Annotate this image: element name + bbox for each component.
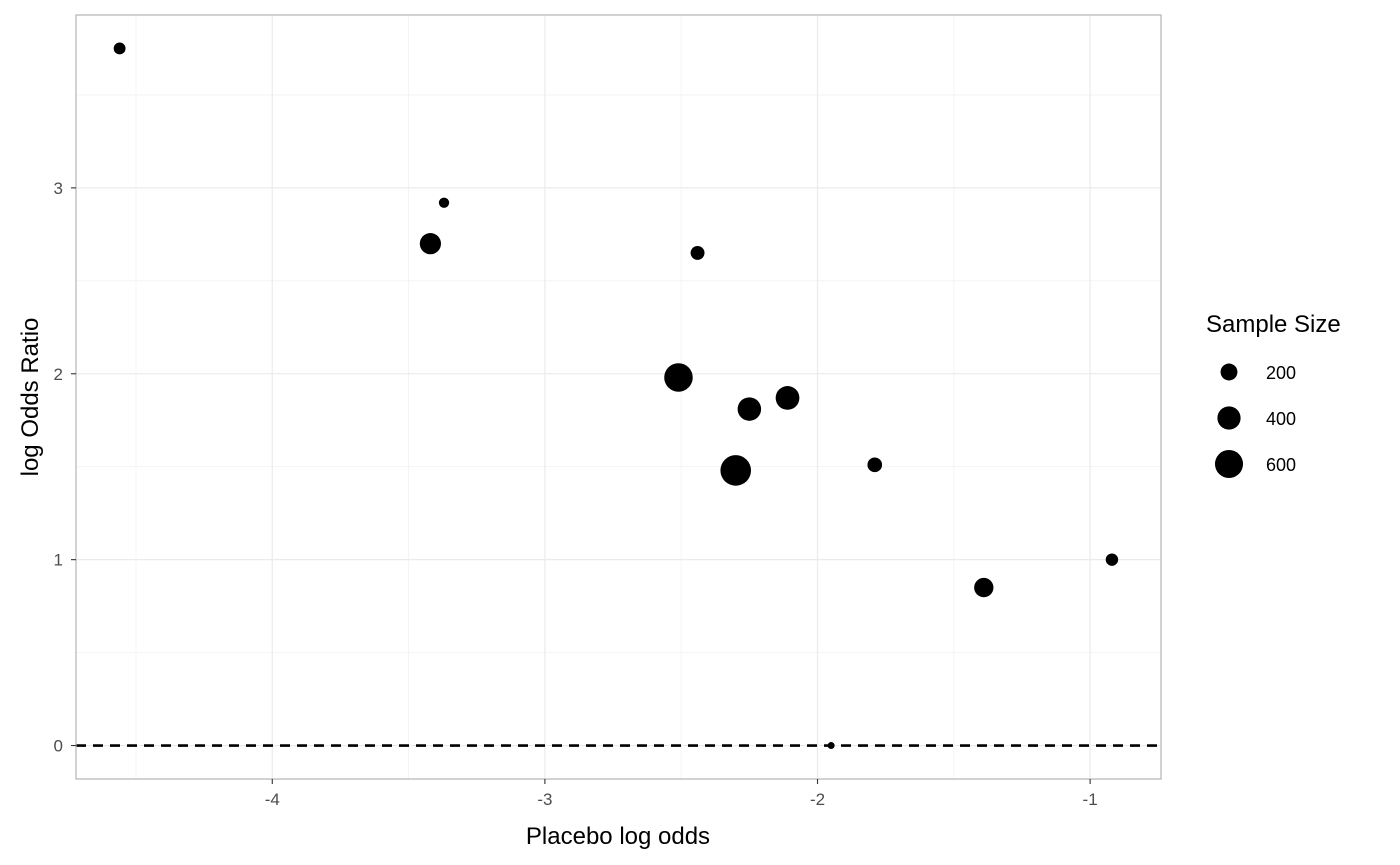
data-point bbox=[737, 397, 762, 421]
data-point bbox=[867, 457, 883, 473]
legend-label: 200 bbox=[1266, 363, 1296, 383]
data-point bbox=[438, 197, 450, 208]
legend-title: Sample Size bbox=[1206, 311, 1341, 338]
data-points bbox=[113, 42, 1119, 750]
x-tick-label: -1 bbox=[1083, 790, 1098, 809]
data-point bbox=[664, 363, 693, 392]
x-tick-label: -3 bbox=[537, 790, 552, 809]
y-tick-label: 3 bbox=[54, 179, 63, 198]
plot-border bbox=[75, 14, 1162, 780]
size-legend: Sample Size 200 400 600 bbox=[1206, 311, 1341, 479]
y-axis-title: log Odds Ratio bbox=[17, 318, 44, 477]
data-point bbox=[690, 245, 705, 260]
legend-key bbox=[1217, 406, 1241, 430]
x-axis-ticks: -4 -3 -2 -1 bbox=[265, 779, 1098, 809]
legend-key bbox=[1220, 363, 1238, 381]
y-axis-ticks: 0 1 2 3 bbox=[54, 179, 76, 756]
data-point bbox=[827, 742, 835, 750]
y-tick-label: 2 bbox=[54, 365, 63, 384]
data-point bbox=[974, 577, 994, 598]
data-point bbox=[1105, 553, 1119, 566]
y-tick-label: 0 bbox=[54, 737, 63, 756]
data-point bbox=[775, 386, 800, 410]
legend-label: 600 bbox=[1266, 455, 1296, 475]
legend-label: 400 bbox=[1266, 409, 1296, 429]
minor-gridlines bbox=[76, 15, 1161, 779]
legend-key bbox=[1214, 449, 1244, 479]
x-axis-title: Placebo log odds bbox=[526, 823, 710, 850]
legend-entries: 200 400 600 bbox=[1214, 363, 1296, 479]
data-point bbox=[113, 42, 126, 55]
data-point bbox=[419, 233, 442, 255]
x-tick-label: -2 bbox=[810, 790, 825, 809]
y-tick-label: 1 bbox=[54, 551, 63, 570]
plot-background bbox=[76, 15, 1161, 779]
data-point bbox=[720, 455, 752, 486]
x-tick-label: -4 bbox=[265, 790, 280, 809]
